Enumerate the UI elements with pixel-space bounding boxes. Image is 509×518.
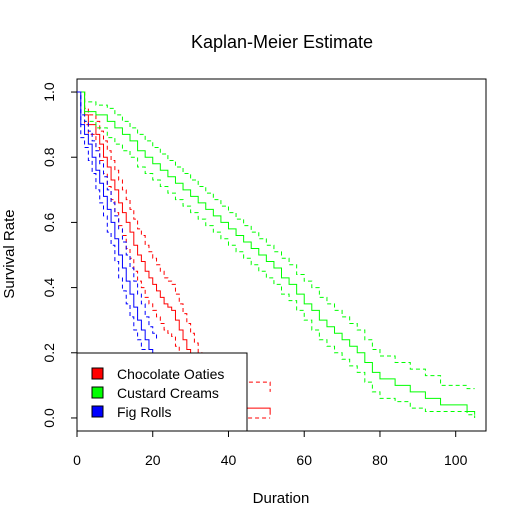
series-survival-line: [77, 91, 158, 363]
plot-area: [76, 78, 487, 432]
series-upper-ci-line: [77, 91, 158, 340]
series-group: [77, 91, 158, 379]
legend-swatch: [91, 367, 104, 380]
legend-label: Chocolate Oaties: [117, 366, 224, 382]
series-lower-ci-line: [77, 91, 476, 418]
x-tick-label: 60: [296, 452, 312, 468]
y-tick-label: 0.6: [41, 212, 57, 232]
legend-swatch: [91, 386, 104, 399]
y-axis-label: Survival Rate: [1, 209, 18, 298]
y-axis: 0.0 0.2 0.4 0.6 0.8 1.0: [41, 82, 77, 428]
y-tick-label: 0.4: [41, 278, 57, 298]
chart-title: Kaplan-Meier Estimate: [191, 32, 373, 52]
legend: Chocolate Oaties Custard Creams Fig Rolls: [76, 352, 248, 432]
legend-swatch: [91, 405, 104, 418]
plot-frame: [76, 78, 487, 432]
y-tick-label: 1.0: [41, 82, 57, 102]
x-tick-label: 20: [145, 452, 161, 468]
x-tick-label: 40: [221, 452, 237, 468]
series-upper-ci-line: [77, 91, 271, 392]
x-tick-label: 100: [444, 452, 468, 468]
x-tick-label: 80: [372, 452, 388, 468]
legend-label: Custard Creams: [117, 385, 219, 401]
y-tick-label: 0.8: [41, 147, 57, 167]
y-tick-label: 0.0: [41, 408, 57, 428]
series-survival-line: [77, 91, 476, 415]
x-tick-label: 0: [73, 452, 81, 468]
legend-box: [76, 352, 248, 432]
series-lower-ci-line: [77, 91, 271, 419]
x-axis: 0 20 40 60 80 100: [73, 431, 468, 468]
x-axis-label: Duration: [253, 490, 310, 507]
series-lower-ci-line: [77, 91, 158, 379]
y-tick-label: 0.2: [41, 343, 57, 363]
legend-label: Fig Rolls: [117, 404, 171, 420]
series-upper-ci-line: [77, 91, 475, 390]
series-group: [77, 91, 476, 418]
